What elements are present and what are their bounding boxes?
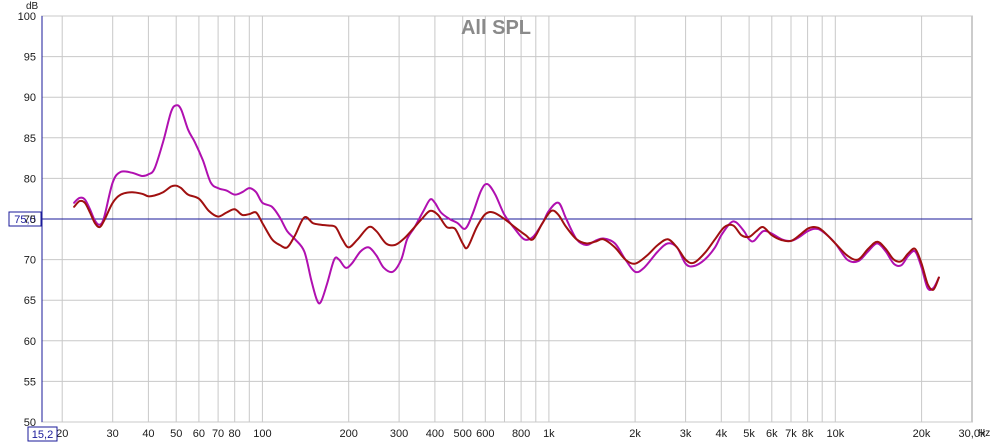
y-tick-label: 55: [24, 376, 36, 388]
x-tick-label: 50: [170, 428, 182, 440]
y-cursor-box[interactable]: [8, 211, 42, 227]
x-tick-label: 1k: [543, 428, 555, 440]
y-tick-label: 65: [24, 295, 36, 307]
x-tick-label: 4k: [716, 428, 728, 440]
chart-title: All SPL: [461, 17, 531, 39]
series-group: [73, 104, 940, 305]
x-tick-label: 8k: [802, 428, 814, 440]
y-tick-label: 80: [24, 173, 36, 185]
x-tick-label: 80: [229, 428, 241, 440]
x-tick-label: 30,0k: [959, 428, 986, 440]
x-tick-label: 600: [476, 428, 494, 440]
x-axis-unit: Hz: [978, 428, 990, 439]
y-tick-label: 75: [24, 214, 36, 226]
x-tick-label: 60: [193, 428, 205, 440]
y-tick-label: 70: [24, 255, 36, 267]
x-tick-label: 6k: [766, 428, 778, 440]
series-line-2: [73, 184, 940, 291]
y-tick-label: 50: [24, 417, 36, 429]
x-tick-label: 7k: [785, 428, 797, 440]
y-tick-label: 60: [24, 336, 36, 348]
y-axis-unit: dB: [26, 1, 39, 12]
x-tick-label: 70: [212, 428, 224, 440]
x-tick-label: 30: [107, 428, 119, 440]
x-tick-label: 200: [339, 428, 357, 440]
y-cursor-label: 75,0: [14, 214, 35, 226]
x-tick-label: 20k: [913, 428, 931, 440]
x-cursor-label: 15,2: [32, 429, 53, 441]
x-tick-label: 300: [390, 428, 408, 440]
x-tick-label: 2k: [629, 428, 641, 440]
x-tick-label: 100: [253, 428, 271, 440]
x-tick-label: 10k: [826, 428, 844, 440]
y-tick-labels: 50 55 60 65 70 75 80 85 90 95 100: [18, 11, 36, 429]
x-tick-label: 400: [426, 428, 444, 440]
x-tick-label: 800: [512, 428, 530, 440]
x-cursor-readout[interactable]: 15,2: [27, 426, 58, 442]
x-tick-label: 500: [453, 428, 471, 440]
y-tick-label: 90: [24, 92, 36, 104]
y-tick-label: 95: [24, 52, 36, 64]
x-tick-labels: 20 30 40 50 60 70 80 100 200 300 400 500 600 800 1k 2k 3…: [56, 428, 986, 440]
x-tick-label: 3k: [680, 428, 692, 440]
x-tick-label: 20: [56, 428, 68, 440]
y-tick-label: 100: [18, 11, 36, 23]
y-tick-label: 85: [24, 133, 36, 145]
x-tick-label: 40: [142, 428, 154, 440]
x-tick-label: 5k: [743, 428, 755, 440]
